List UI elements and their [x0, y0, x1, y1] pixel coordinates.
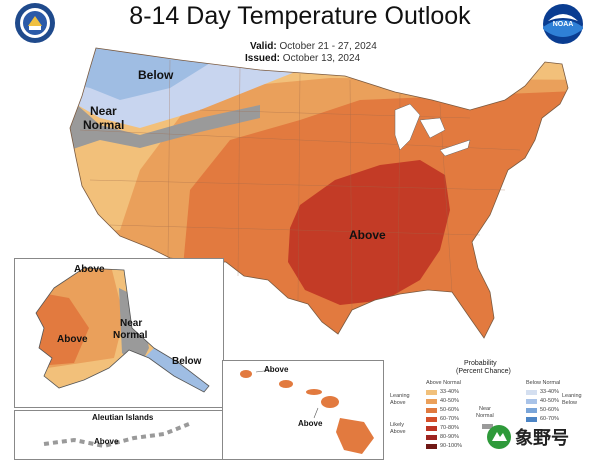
lake-huron — [419, 117, 446, 139]
aleutian-above: Above — [94, 437, 119, 446]
legend-near-normal-1: Near — [479, 406, 491, 412]
legend-above-swatch-2 — [426, 408, 437, 413]
watermark-text: 象野号 — [515, 428, 569, 449]
issued-label: Issued: — [245, 53, 281, 64]
aleutian-title: Aleutian Islands — [92, 413, 154, 422]
legend-below-range-3: 60-70% — [540, 416, 559, 422]
legend-above-range-4: 70-80% — [440, 425, 459, 431]
legend-title-1: Probability — [464, 360, 497, 367]
legend-below-header: Below Normal — [526, 380, 561, 386]
ak-label-below: Below — [172, 356, 202, 367]
island-maui — [321, 396, 339, 408]
valid-dates: October 21 - 27, 2024 — [279, 41, 377, 52]
label-above-main: Above — [349, 228, 386, 242]
legend-above-range-6: 90-100% — [440, 443, 463, 449]
ak-zone-above-50 — [36, 288, 89, 368]
legend-near-normal-2: Normal — [476, 413, 494, 419]
island-molokai — [306, 389, 322, 395]
legend-likely-above-2: Above — [390, 429, 406, 435]
noaa-logo: NOAA — [542, 3, 584, 50]
legend-near-swatch — [482, 424, 493, 429]
legend-leaning-below-1: Leaning — [562, 393, 582, 399]
issued-date: October 13, 2024 — [282, 53, 361, 64]
conus-outline — [69, 47, 569, 339]
label-near-normal-1: Near — [90, 104, 117, 118]
label-below: Below — [138, 68, 174, 82]
watermark-logo-icon — [487, 425, 511, 449]
legend: Probability (Percent Chance) Above Norma… — [386, 360, 600, 463]
alaska-map — [35, 267, 210, 393]
legend-below-swatch-2 — [526, 408, 537, 413]
ak-label-near-1: Near — [120, 318, 143, 329]
issued-line: Issued: October 13, 2024 — [245, 53, 360, 64]
island-big-island — [336, 418, 374, 454]
legend-above-range-1: 40-50% — [440, 398, 459, 404]
zone-near-normal — [70, 90, 260, 240]
legend-above-swatch-3 — [426, 417, 437, 422]
label-near-normal-2: Normal — [83, 118, 125, 132]
legend-above-swatch-0 — [426, 390, 437, 395]
legend-above-range-3: 60-70% — [440, 416, 459, 422]
great-lakes — [394, 103, 421, 151]
aleutian-chain — [43, 422, 190, 449]
aleutian-inset — [14, 410, 224, 460]
hi-label-above-1: Above — [264, 365, 289, 374]
legend-below-swatch-0 — [526, 390, 537, 395]
valid-line: Valid: October 21 - 27, 2024 — [250, 41, 377, 52]
lake-erie — [439, 139, 471, 157]
watermark: 象野号 — [486, 424, 569, 450]
noaa-logo-icon: NOAA — [543, 4, 583, 44]
legend-leaning-above-1: Leaning — [390, 393, 410, 399]
ak-label-above-west: Above — [57, 334, 88, 345]
legend-above-range-5: 80-90% — [440, 434, 459, 440]
doc-seal — [14, 2, 56, 49]
legend-below-swatch-1 — [526, 399, 537, 404]
legend-above-range-2: 50-60% — [440, 407, 459, 413]
zone-above-60 — [288, 160, 450, 305]
aleutian-map — [43, 422, 190, 449]
legend-title-2: (Percent Chance) — [456, 368, 511, 375]
legend-above-range-0: 33-40% — [440, 389, 459, 395]
legend-below-swatch-3 — [526, 417, 537, 422]
alaska-outline — [35, 267, 210, 393]
svg-text:NOAA: NOAA — [553, 21, 574, 28]
island-kauai — [240, 370, 252, 378]
page-title: 8-14 Day Temperature Outlook — [129, 2, 471, 30]
legend-above-swatch-1 — [426, 399, 437, 404]
ak-label-above-top: Above — [74, 264, 105, 275]
legend-below-range-2: 50-60% — [540, 407, 559, 413]
legend-above-swatch-6 — [426, 444, 437, 449]
valid-label: Valid: — [250, 41, 277, 52]
legend-above-header: Above Normal — [426, 380, 461, 386]
ak-label-near-2: Normal — [113, 330, 148, 341]
island-oahu — [279, 380, 293, 388]
legend-above-swatch-5 — [426, 435, 437, 440]
legend-likely-above-1: Likely — [390, 422, 405, 428]
hawaii-map — [240, 369, 374, 454]
legend-below-range-0: 33-40% — [540, 389, 559, 395]
hi-label-above-2: Above — [298, 419, 323, 428]
legend-leaning-above-2: Above — [390, 400, 406, 406]
legend-below-range-1: 40-50% — [540, 398, 559, 404]
commerce-seal-icon — [15, 3, 55, 43]
legend-leaning-below-2: Below — [562, 400, 577, 406]
legend-above-swatch-4 — [426, 426, 437, 431]
